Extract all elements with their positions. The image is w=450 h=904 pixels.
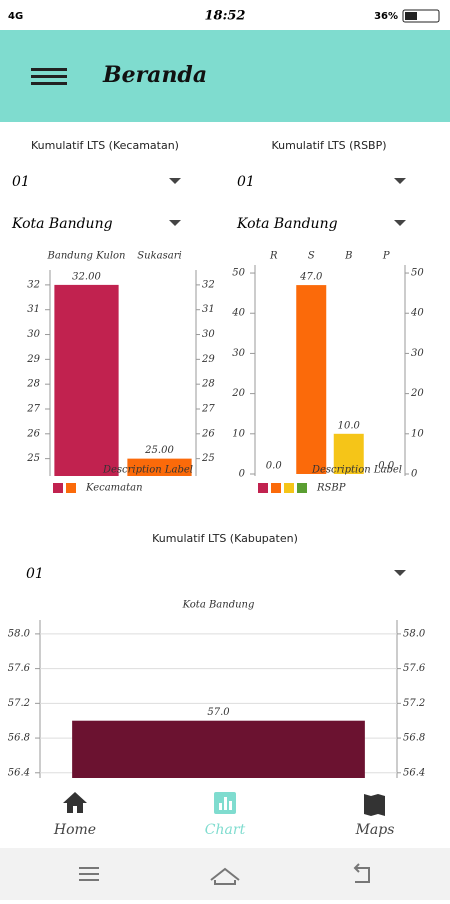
y-tick-label: 50 bbox=[232, 268, 245, 279]
dropdown-value: 01 bbox=[12, 174, 30, 190]
y2-tick-label: 26 bbox=[201, 428, 215, 439]
y-tick-label: 30 bbox=[232, 348, 245, 359]
y-tick-label: 25 bbox=[26, 453, 40, 464]
y2-tick-label: 20 bbox=[410, 388, 424, 399]
status-bar bbox=[0, 0, 450, 30]
nav-home[interactable]: Home bbox=[53, 792, 96, 838]
app-bar bbox=[0, 30, 450, 122]
value-label: 47.0 bbox=[299, 272, 323, 283]
bar bbox=[296, 285, 327, 474]
category-label: P bbox=[382, 251, 390, 262]
y2-tick-label: 57.2 bbox=[403, 698, 425, 709]
dropdown[interactable]: 01 bbox=[237, 174, 406, 190]
bar bbox=[127, 458, 192, 476]
description-label: Description Label bbox=[102, 465, 193, 476]
description-label: Description Label bbox=[311, 465, 402, 476]
y-tick-label: 31 bbox=[27, 304, 40, 315]
y-tick-label: 29 bbox=[26, 354, 40, 365]
nav-chart[interactable]: Chart bbox=[205, 792, 246, 838]
y-tick-label: 40 bbox=[231, 308, 245, 319]
dropdown[interactable]: Kota Bandung bbox=[11, 216, 181, 232]
bar bbox=[72, 720, 365, 778]
y2-tick-label: 57.6 bbox=[403, 663, 426, 674]
bar bbox=[54, 284, 119, 476]
charts: 25 25 26 26 27 27 28 28 29 29 30 30 31 31 32 32 Bandung … bbox=[8, 251, 426, 779]
legend-swatch bbox=[66, 483, 76, 493]
y-tick-label: 30 bbox=[27, 329, 40, 340]
y-tick-label: 26 bbox=[26, 428, 40, 439]
y-tick-label: 58.0 bbox=[8, 628, 31, 639]
y2-tick-label: 56.4 bbox=[403, 767, 425, 778]
y-tick-label: 56.4 bbox=[8, 767, 30, 778]
battery-level: 36% bbox=[374, 11, 398, 22]
legend-swatch bbox=[284, 483, 294, 493]
dropdown[interactable]: 01 bbox=[26, 566, 406, 582]
y-tick-label: 57.2 bbox=[8, 698, 30, 709]
system-nav bbox=[0, 848, 450, 900]
y2-tick-label: 28 bbox=[201, 379, 215, 390]
nav-label: Chart bbox=[205, 822, 246, 838]
y-tick-label: 0 bbox=[239, 468, 246, 479]
section-label: Kumulatif LTS (Kecamatan) bbox=[31, 139, 179, 152]
value-label: 25.00 bbox=[144, 445, 174, 456]
y-tick-label: 57.6 bbox=[8, 663, 31, 674]
value-label: 0.0 bbox=[266, 460, 283, 471]
value-label: 32.00 bbox=[72, 271, 101, 282]
nav-label: Home bbox=[53, 822, 96, 838]
y-tick-label: 20 bbox=[231, 388, 245, 399]
dropdown[interactable]: Kota Bandung bbox=[236, 216, 406, 232]
value-label: 57.0 bbox=[207, 707, 230, 718]
dropdown-value: Kota Bandung bbox=[236, 216, 338, 232]
category-label: Kota Bandung bbox=[182, 600, 255, 611]
dropdown-value: 01 bbox=[26, 566, 44, 582]
nav-maps[interactable]: Maps bbox=[355, 794, 395, 838]
category-label: R bbox=[269, 251, 278, 262]
legend-swatch bbox=[271, 483, 281, 493]
category-label: B bbox=[344, 251, 352, 262]
y2-tick-label: 32 bbox=[202, 279, 215, 290]
y-tick-label: 32 bbox=[27, 279, 40, 290]
nav-label: Maps bbox=[355, 822, 395, 838]
y-tick-label: 27 bbox=[26, 403, 40, 414]
y2-tick-label: 29 bbox=[201, 354, 215, 365]
section-label: Kumulatif LTS (RSBP) bbox=[271, 139, 386, 152]
y-tick-label: 28 bbox=[26, 379, 40, 390]
y2-tick-label: 27 bbox=[201, 403, 215, 414]
value-label: 10.0 bbox=[338, 420, 361, 431]
y2-tick-label: 56.8 bbox=[403, 733, 425, 744]
category-label: S bbox=[308, 251, 315, 262]
section-label: Kumulatif LTS (Kabupaten) bbox=[152, 532, 298, 545]
app-title: Beranda bbox=[102, 62, 207, 88]
legend-label: RSBP bbox=[316, 483, 346, 494]
network: 4G bbox=[8, 11, 23, 22]
y2-tick-label: 25 bbox=[201, 453, 215, 464]
y2-tick-label: 30 bbox=[411, 348, 424, 359]
bar bbox=[333, 433, 364, 474]
dropdown-value: 01 bbox=[237, 174, 255, 190]
y2-tick-label: 0 bbox=[411, 468, 418, 479]
y2-tick-label: 50 bbox=[411, 268, 424, 279]
y-tick-label: 10 bbox=[232, 428, 245, 439]
time: 18:52 bbox=[205, 9, 246, 24]
dropdown-value: Kota Bandung bbox=[11, 216, 113, 232]
y2-tick-label: 31 bbox=[202, 304, 215, 315]
battery-fill bbox=[405, 12, 417, 20]
category-label: Sukasari bbox=[137, 251, 181, 262]
y2-tick-label: 58.0 bbox=[403, 628, 426, 639]
legend-label: Kecamatan bbox=[85, 483, 143, 494]
value-label: 0.0 bbox=[378, 460, 395, 471]
battery-icon bbox=[402, 9, 440, 23]
y-tick-label: 56.8 bbox=[8, 733, 30, 744]
y2-tick-label: 10 bbox=[411, 428, 424, 439]
menu-button[interactable] bbox=[31, 68, 67, 85]
system-buttons bbox=[79, 863, 370, 885]
y2-tick-label: 30 bbox=[202, 329, 215, 340]
legend-swatch bbox=[53, 483, 63, 493]
legend-swatch bbox=[297, 483, 307, 493]
y2-tick-label: 40 bbox=[410, 308, 424, 319]
dropdown[interactable]: 01 bbox=[12, 174, 181, 190]
category-label: Bandung Kulon bbox=[47, 251, 126, 262]
legend-swatch bbox=[258, 483, 268, 493]
